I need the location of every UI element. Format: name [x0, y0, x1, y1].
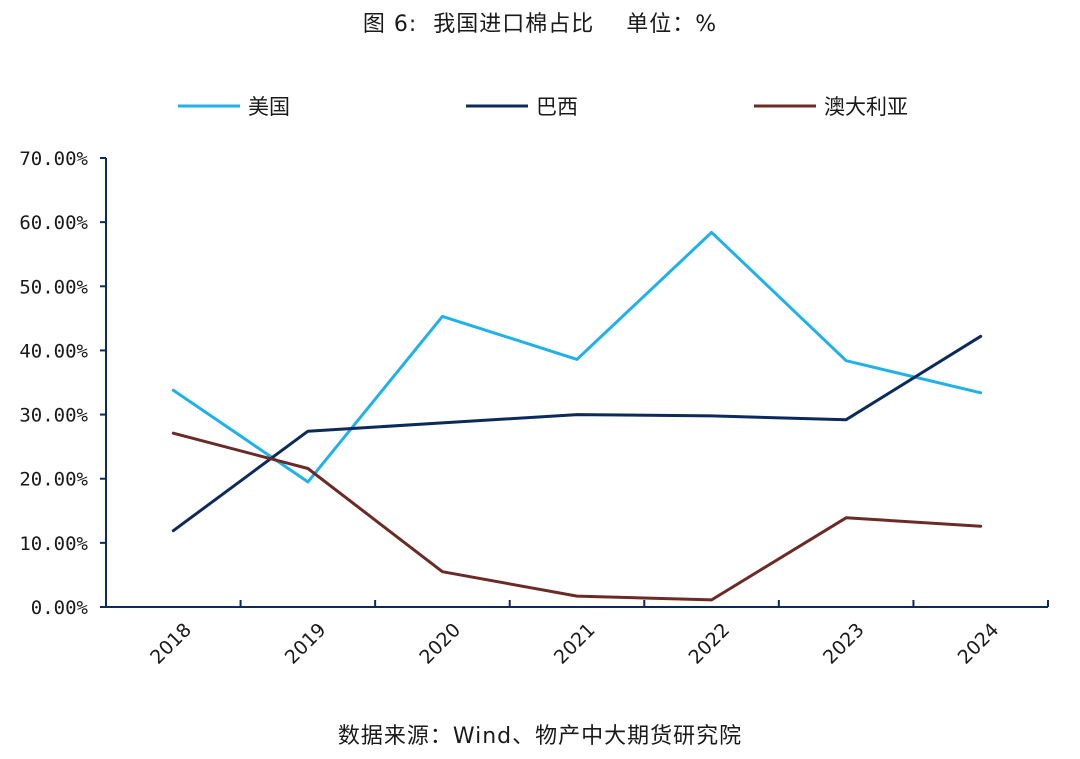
x-tick-label: 2021: [550, 619, 600, 669]
series-line-巴西: [171, 334, 983, 533]
y-tick-label: 60.00%: [19, 212, 88, 234]
x-tick-label: 2022: [684, 619, 734, 669]
series-lines: [171, 230, 983, 602]
legend-label: 美国: [248, 95, 290, 119]
series-line-美国: [171, 230, 983, 484]
y-tick-label: 10.00%: [19, 533, 88, 555]
y-tick-label: 0.00%: [31, 597, 89, 619]
x-tick-label: 2018: [146, 619, 196, 669]
legend: 美国 巴西 澳大利亚: [178, 95, 908, 119]
axes: 0.00% 10.00% 20.00% 30.00% 40.00% 50.00% 60.00…: [19, 148, 1049, 669]
data-source-note: 数据来源：Wind、物产中大期货研究院: [337, 724, 743, 749]
x-tick-label: 2024: [954, 619, 1004, 669]
x-tick-label: 2019: [281, 619, 331, 669]
y-tick-label: 70.00%: [19, 148, 88, 170]
y-tick-label: 50.00%: [19, 276, 88, 298]
x-tick-label: 2020: [415, 619, 465, 669]
legend-label: 巴西: [536, 95, 578, 119]
chart-title: 图 6: 我国进口棉占比 单位：%: [362, 12, 718, 37]
x-tick-label: 2023: [819, 619, 869, 669]
y-tick-label: 30.00%: [19, 405, 88, 427]
legend-label: 澳大利亚: [824, 95, 908, 119]
y-tick-label: 20.00%: [19, 469, 88, 491]
y-tick-label: 40.00%: [19, 340, 88, 362]
series-line-澳大利亚: [171, 431, 983, 602]
